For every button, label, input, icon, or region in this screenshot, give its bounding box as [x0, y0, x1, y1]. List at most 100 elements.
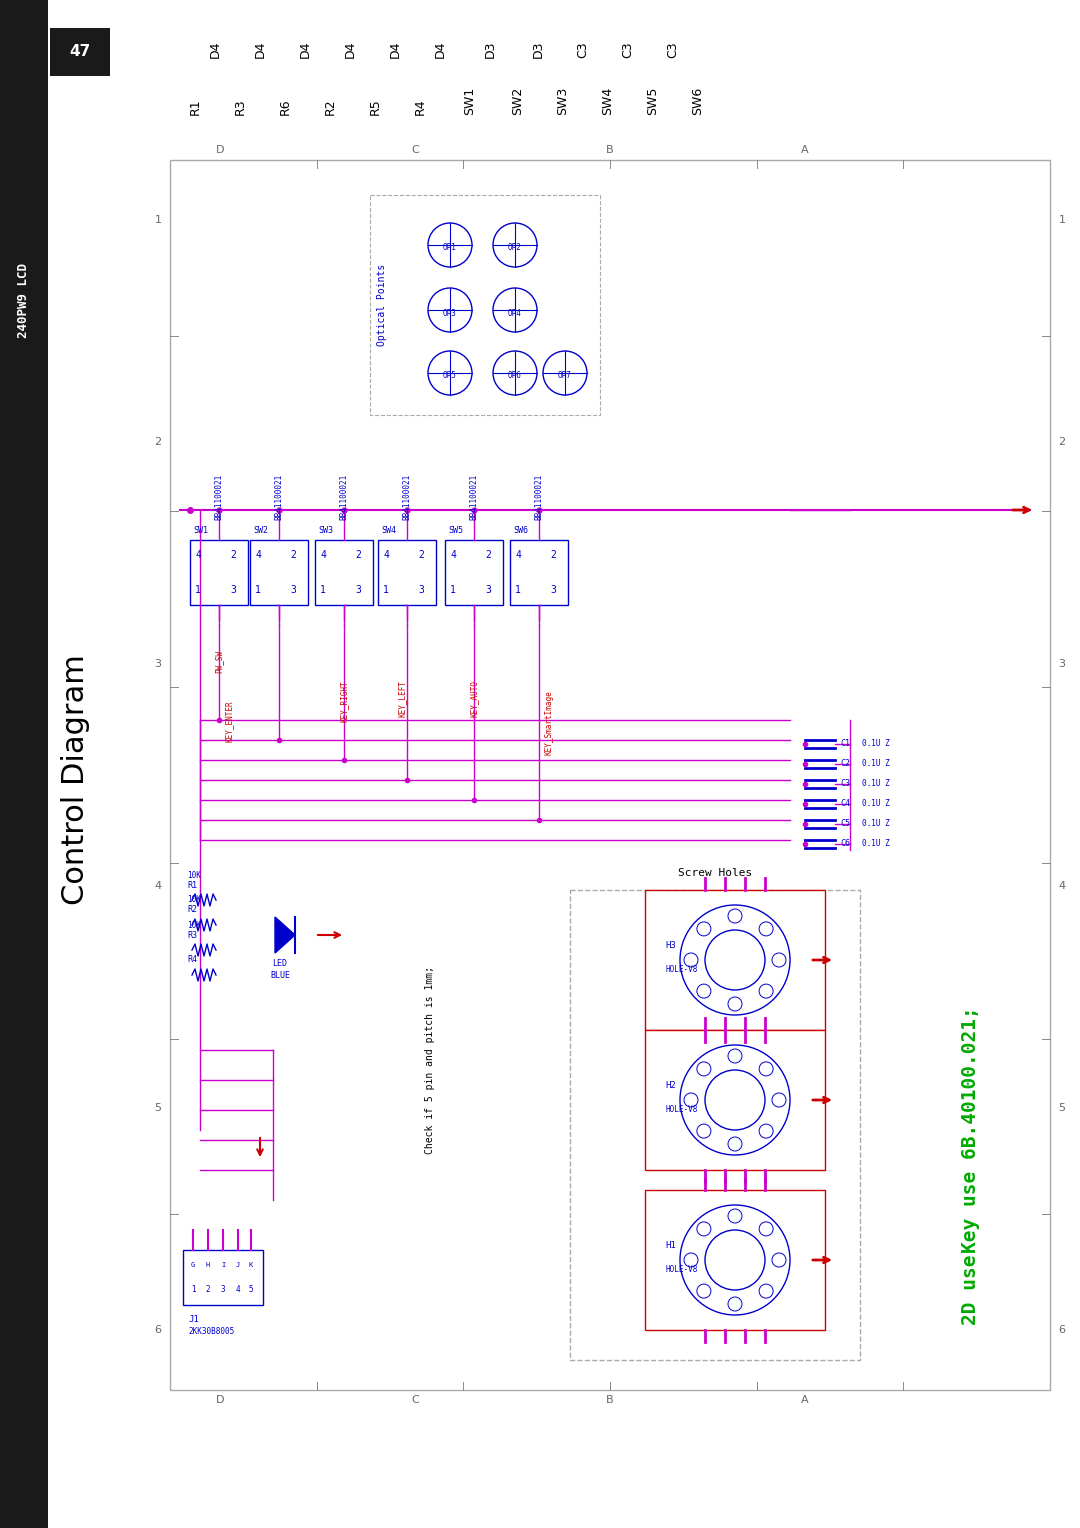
Circle shape: [705, 1070, 765, 1131]
Text: Key use 6B.40100.021;: Key use 6B.40100.021;: [960, 1007, 980, 1253]
Text: R4: R4: [187, 955, 197, 964]
Circle shape: [684, 1093, 698, 1106]
Text: OP5: OP5: [443, 371, 457, 380]
Text: SW1: SW1: [193, 526, 208, 535]
Text: BB41100021: BB41100021: [215, 474, 224, 520]
Circle shape: [684, 1253, 698, 1267]
Text: OP4: OP4: [508, 309, 522, 318]
Text: J: J: [235, 1262, 240, 1268]
Text: 2D use: 2D use: [960, 1254, 980, 1325]
Text: 47: 47: [69, 44, 91, 60]
Circle shape: [697, 1284, 711, 1299]
Text: D4: D4: [254, 41, 267, 58]
Text: 5: 5: [248, 1285, 254, 1294]
Bar: [190, 539, 248, 605]
Text: H: H: [206, 1262, 211, 1268]
Text: 1: 1: [383, 585, 389, 594]
Text: R2: R2: [187, 906, 197, 914]
Text: C4: C4: [840, 799, 850, 808]
Text: I: I: [221, 1262, 225, 1268]
Text: OP6: OP6: [508, 371, 522, 380]
Text: 2: 2: [550, 550, 556, 559]
Circle shape: [759, 1284, 773, 1299]
Polygon shape: [275, 917, 295, 953]
Bar: [183, 1250, 264, 1305]
Text: 4: 4: [235, 1285, 241, 1294]
Text: D: D: [216, 1395, 225, 1406]
Text: C3: C3: [840, 779, 850, 788]
Text: B: B: [606, 145, 613, 154]
Text: HOLE-V8: HOLE-V8: [665, 1105, 698, 1114]
Bar: [50, 28, 110, 76]
Text: C5: C5: [840, 819, 850, 828]
Circle shape: [728, 996, 742, 1012]
Bar: [445, 539, 503, 605]
Text: OP2: OP2: [508, 243, 522, 252]
Bar: [378, 539, 436, 605]
Text: HOLE-V8: HOLE-V8: [665, 966, 698, 975]
Circle shape: [697, 1125, 711, 1138]
Bar: [249, 539, 308, 605]
Text: 1: 1: [515, 585, 521, 594]
Circle shape: [772, 953, 786, 967]
Text: 2: 2: [1058, 437, 1066, 448]
Circle shape: [492, 223, 537, 267]
Text: Control Diagram: Control Diagram: [60, 654, 90, 906]
Text: R2: R2: [324, 98, 337, 115]
Text: 4: 4: [154, 882, 162, 891]
Text: R3: R3: [233, 98, 246, 115]
Circle shape: [543, 351, 588, 396]
Bar: [645, 1030, 825, 1170]
Text: 2: 2: [418, 550, 424, 559]
Text: 0.1U Z: 0.1U Z: [862, 819, 890, 828]
Text: SW5: SW5: [647, 87, 660, 115]
Circle shape: [728, 1209, 742, 1222]
Text: 2: 2: [355, 550, 361, 559]
Text: 0.1U Z: 0.1U Z: [862, 740, 890, 749]
Circle shape: [759, 1222, 773, 1236]
Text: D4: D4: [298, 41, 311, 58]
Text: 1: 1: [191, 1285, 195, 1294]
Circle shape: [680, 1206, 789, 1316]
Text: 2: 2: [230, 550, 235, 559]
Text: 3: 3: [291, 585, 296, 594]
Text: R5: R5: [368, 98, 381, 115]
Text: KEY_LEFT: KEY_LEFT: [397, 680, 406, 717]
Text: C: C: [411, 1395, 419, 1406]
Text: Optical Points: Optical Points: [377, 264, 387, 347]
Text: R6: R6: [279, 98, 292, 115]
Circle shape: [759, 1125, 773, 1138]
Text: R1: R1: [189, 98, 202, 115]
Text: C1: C1: [840, 740, 850, 749]
Bar: [645, 1190, 825, 1329]
Text: BB41100021: BB41100021: [274, 474, 283, 520]
Text: 3: 3: [550, 585, 556, 594]
Text: 4: 4: [1058, 882, 1066, 891]
Bar: [510, 539, 568, 605]
Circle shape: [697, 1062, 711, 1076]
Text: 0.1U Z: 0.1U Z: [862, 799, 890, 808]
Text: 0.1U Z: 0.1U Z: [862, 839, 890, 848]
Text: KEY_AUTO: KEY_AUTO: [470, 680, 478, 717]
Circle shape: [428, 351, 472, 396]
Text: D3: D3: [484, 41, 497, 58]
Circle shape: [697, 1222, 711, 1236]
Text: 1: 1: [450, 585, 456, 594]
Text: R3: R3: [187, 931, 197, 940]
Text: C2: C2: [840, 759, 850, 769]
Text: C3: C3: [577, 41, 590, 58]
Text: SW2: SW2: [512, 87, 525, 115]
Text: 10K: 10K: [187, 871, 201, 880]
Text: 3: 3: [230, 585, 235, 594]
Circle shape: [697, 984, 711, 998]
Text: LED: LED: [272, 958, 287, 967]
Text: SW6: SW6: [691, 87, 704, 115]
Text: 4: 4: [450, 550, 456, 559]
Text: BB41100021: BB41100021: [339, 474, 349, 520]
Text: 6: 6: [1058, 1325, 1066, 1335]
Text: D4: D4: [433, 41, 446, 58]
Circle shape: [680, 1045, 789, 1155]
Circle shape: [759, 921, 773, 935]
Text: 3: 3: [418, 585, 424, 594]
Bar: [0, 0, 48, 1528]
